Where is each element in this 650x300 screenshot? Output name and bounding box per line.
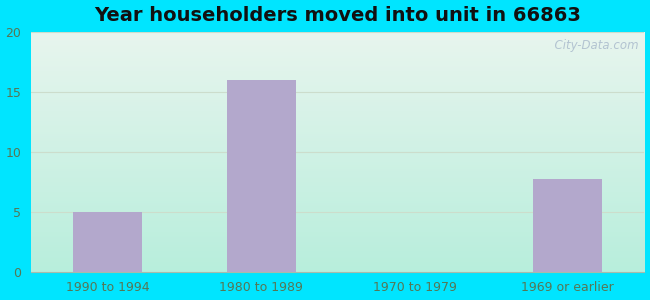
Bar <box>227 80 296 272</box>
Bar <box>73 212 142 272</box>
Text: City-Data.com: City-Data.com <box>547 39 638 52</box>
Bar <box>533 179 603 272</box>
Title: Year householders moved into unit in 66863: Year householders moved into unit in 668… <box>94 6 581 25</box>
